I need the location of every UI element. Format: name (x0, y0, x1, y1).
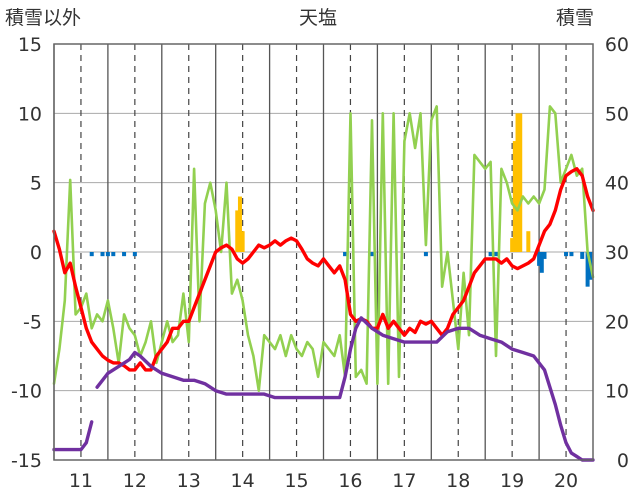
x-tick-label: 13 (177, 470, 201, 492)
y-left-tick-label: -5 (23, 311, 42, 333)
precip-bar (493, 252, 498, 257)
series-lines (52, 105, 595, 462)
y-right-tick-label: 60 (605, 34, 629, 56)
x-tick-label: 14 (231, 470, 255, 492)
y-right-tick-label: 30 (605, 242, 629, 264)
precip-bar (100, 252, 105, 257)
x-tick-label: 11 (69, 470, 93, 492)
precip-bar (542, 252, 547, 259)
x-tick-label: 18 (446, 470, 470, 492)
precip-bar (537, 252, 542, 266)
precip-bar (343, 252, 348, 257)
y-right-tick-label: 40 (605, 173, 629, 195)
precip-bar (526, 231, 531, 252)
y-right-tick-label: 20 (605, 311, 629, 333)
left-axis-label: 積雪以外 (5, 7, 81, 29)
x-tick-label: 19 (500, 470, 524, 492)
series-line (52, 167, 595, 372)
precip-bar (580, 252, 585, 259)
precip-bar (564, 252, 569, 257)
precip-bar (111, 252, 116, 257)
x-tick-label: 16 (338, 470, 362, 492)
y-left-tick-label: 10 (18, 103, 42, 125)
precip-bar (569, 252, 574, 257)
precip-bar (510, 238, 515, 252)
precip-bar (240, 231, 245, 252)
x-tick-label: 17 (392, 470, 416, 492)
precip-bar (518, 113, 523, 252)
precip-bars (89, 113, 593, 287)
y-left-tick-label: 15 (18, 34, 42, 56)
y-left-tick-label: 5 (30, 173, 42, 195)
precip-bar (585, 252, 590, 287)
precip-bar (423, 252, 428, 257)
series-line (52, 105, 595, 392)
x-tick-label: 15 (284, 470, 308, 492)
chart-title: 天塩 (299, 7, 337, 29)
precip-bar (122, 252, 127, 257)
precip-bar (235, 210, 240, 252)
x-tick-label: 12 (123, 470, 147, 492)
precip-bar (515, 113, 520, 252)
y-left-tick-label: -10 (11, 381, 42, 403)
precip-bar (89, 252, 94, 257)
right-axis-label: 積雪 (556, 7, 594, 29)
precip-bar (132, 252, 137, 257)
y-left-tick-label: -15 (11, 450, 42, 472)
precip-bar (237, 196, 242, 252)
x-tick-label: 20 (554, 470, 578, 492)
y-right-tick-label: 0 (617, 450, 629, 472)
y-right-tick-label: 50 (605, 103, 629, 125)
precip-bar (539, 252, 544, 273)
series-line (52, 316, 595, 462)
precip-bar (488, 252, 493, 257)
precip-bar (370, 252, 375, 257)
plot-frame (53, 43, 594, 461)
y-right-tick-label: 10 (605, 381, 629, 403)
precip-bar (105, 252, 110, 257)
y-left-tick-label: 0 (30, 242, 42, 264)
precip-bar (512, 141, 517, 252)
